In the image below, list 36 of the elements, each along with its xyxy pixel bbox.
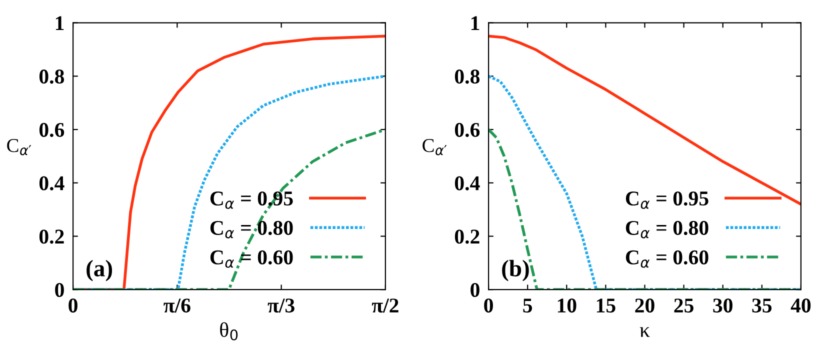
legend-label: C$_{α}$ = 0.80	[626, 220, 708, 238]
x-tick-label: 0	[484, 298, 493, 313]
y-tick-label: 0.2	[454, 230, 480, 244]
legend-label: C$_{α}$ = 0.80	[210, 220, 293, 238]
x-tick-label: 5	[523, 298, 532, 313]
x-tick-label: 20	[635, 298, 654, 313]
x-tick-label: π/2	[372, 298, 398, 313]
y-tick-label: 0.8	[454, 70, 480, 84]
legend-label: C$_{α}$ = 0.95	[210, 191, 293, 209]
x-axis-title: κ	[640, 327, 650, 337]
y-tick-label: 0.4	[454, 176, 480, 190]
y-axis-title: C$_{α′}$	[422, 139, 447, 156]
y-tick-label: 0.2	[39, 230, 64, 244]
x-tick-label: 10	[558, 298, 576, 313]
legend-label: C$_{α}$ = 0.95	[626, 191, 708, 209]
x-tick-label: π/3	[268, 298, 294, 313]
y-tick-label: 1	[56, 16, 64, 30]
x-tick-label: 15	[596, 298, 616, 313]
y-tick-label: 0.8	[39, 70, 64, 84]
x-tick-label: 30	[713, 298, 732, 313]
annotation: (a)	[86, 260, 112, 282]
x-tick-label: 0	[68, 298, 78, 313]
y-axis-title: C$_{α′}$	[7, 139, 32, 156]
y-tick-label: 0.6	[39, 122, 64, 138]
annotation: (b)	[502, 260, 529, 282]
y-tick-label: 0.4	[39, 176, 64, 190]
x-axis-title: θ$_{0}$	[220, 322, 238, 340]
x-tick-label: π/6	[164, 298, 190, 313]
y-tick-label: 0	[470, 282, 480, 298]
legend-label: C$_{α}$ = 0.60	[626, 250, 708, 268]
x-tick-label: 40	[790, 298, 811, 313]
y-tick-label: 0.6	[454, 122, 480, 138]
y-tick-label: 0	[55, 282, 64, 298]
x-tick-label: 35	[752, 298, 772, 313]
y-tick-label: 1	[471, 16, 480, 30]
x-tick-label: 25	[674, 298, 694, 313]
